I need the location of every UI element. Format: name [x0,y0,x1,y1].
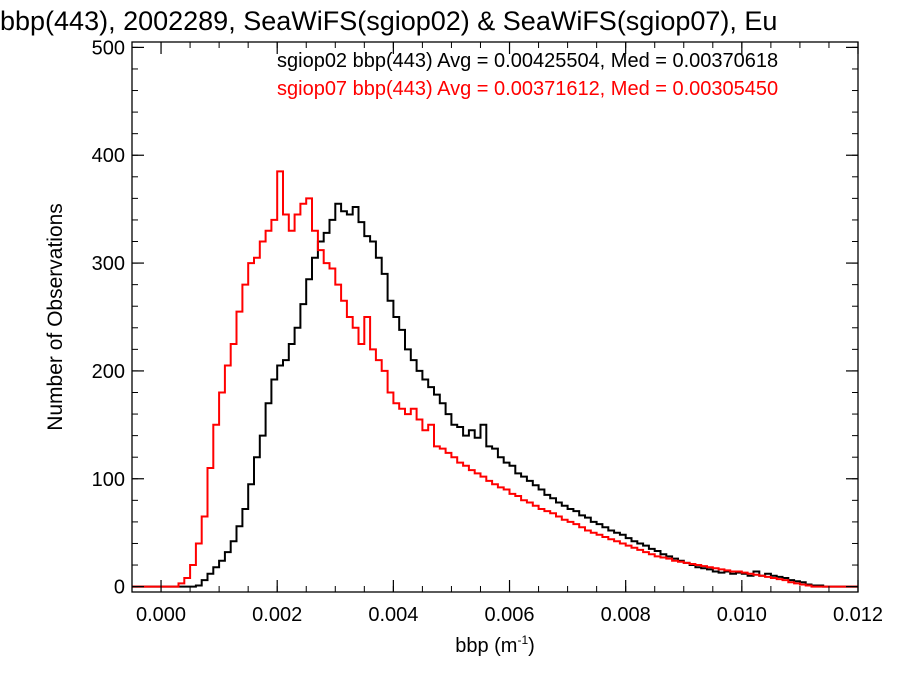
y-tick-label: 400 [92,145,125,167]
y-axis-label: Number of Observations [44,203,67,431]
ticks-layer: 0.000 0.002 0.004 0.006 0.008 0.010 0.012 0 100 2… [92,37,883,626]
x-tick-label: 0.002 [252,604,302,626]
series-sgiop07-line [132,170,858,588]
plot-area: 0.000 0.002 0.004 0.006 0.008 0.010 0.012 0 100 2… [92,37,883,626]
y-tick-label: 100 [92,469,125,491]
chart-title: bbp(443), 2002289, SeaWiFS(sgiop02) & Se… [0,6,777,36]
x-tick-label: 0.006 [484,604,534,626]
x-tick-label: 0.010 [717,604,767,626]
x-axis-label-main: bbp (m [455,635,517,657]
x-tick-label: 0.000 [136,604,186,626]
plot-frame [131,41,859,593]
y-tick-label: 0 [114,577,125,599]
stats-label-sgiop07: sgiop07 bbp(443) Avg = 0.00371612, Med =… [277,78,778,100]
y-tick-label: 500 [92,37,125,59]
stats-label-sgiop02: sgiop02 bbp(443) Avg = 0.00425504, Med =… [277,50,778,72]
series-layer [132,170,858,588]
y-tick-label: 300 [92,253,125,275]
x-tick-label: 0.004 [368,604,418,626]
series-sgiop02-line [132,202,858,588]
x-axis-label-close: ) [528,635,535,657]
x-axis-label: bbp (m-1) [455,633,535,657]
x-axis-label-superscript: -1 [517,633,528,647]
x-tick-label: 0.012 [833,604,883,626]
stats-legend: sgiop02 bbp(443) Avg = 0.00425504, Med =… [277,50,778,100]
x-tick-label: 0.008 [601,604,651,626]
y-tick-label: 200 [92,361,125,383]
